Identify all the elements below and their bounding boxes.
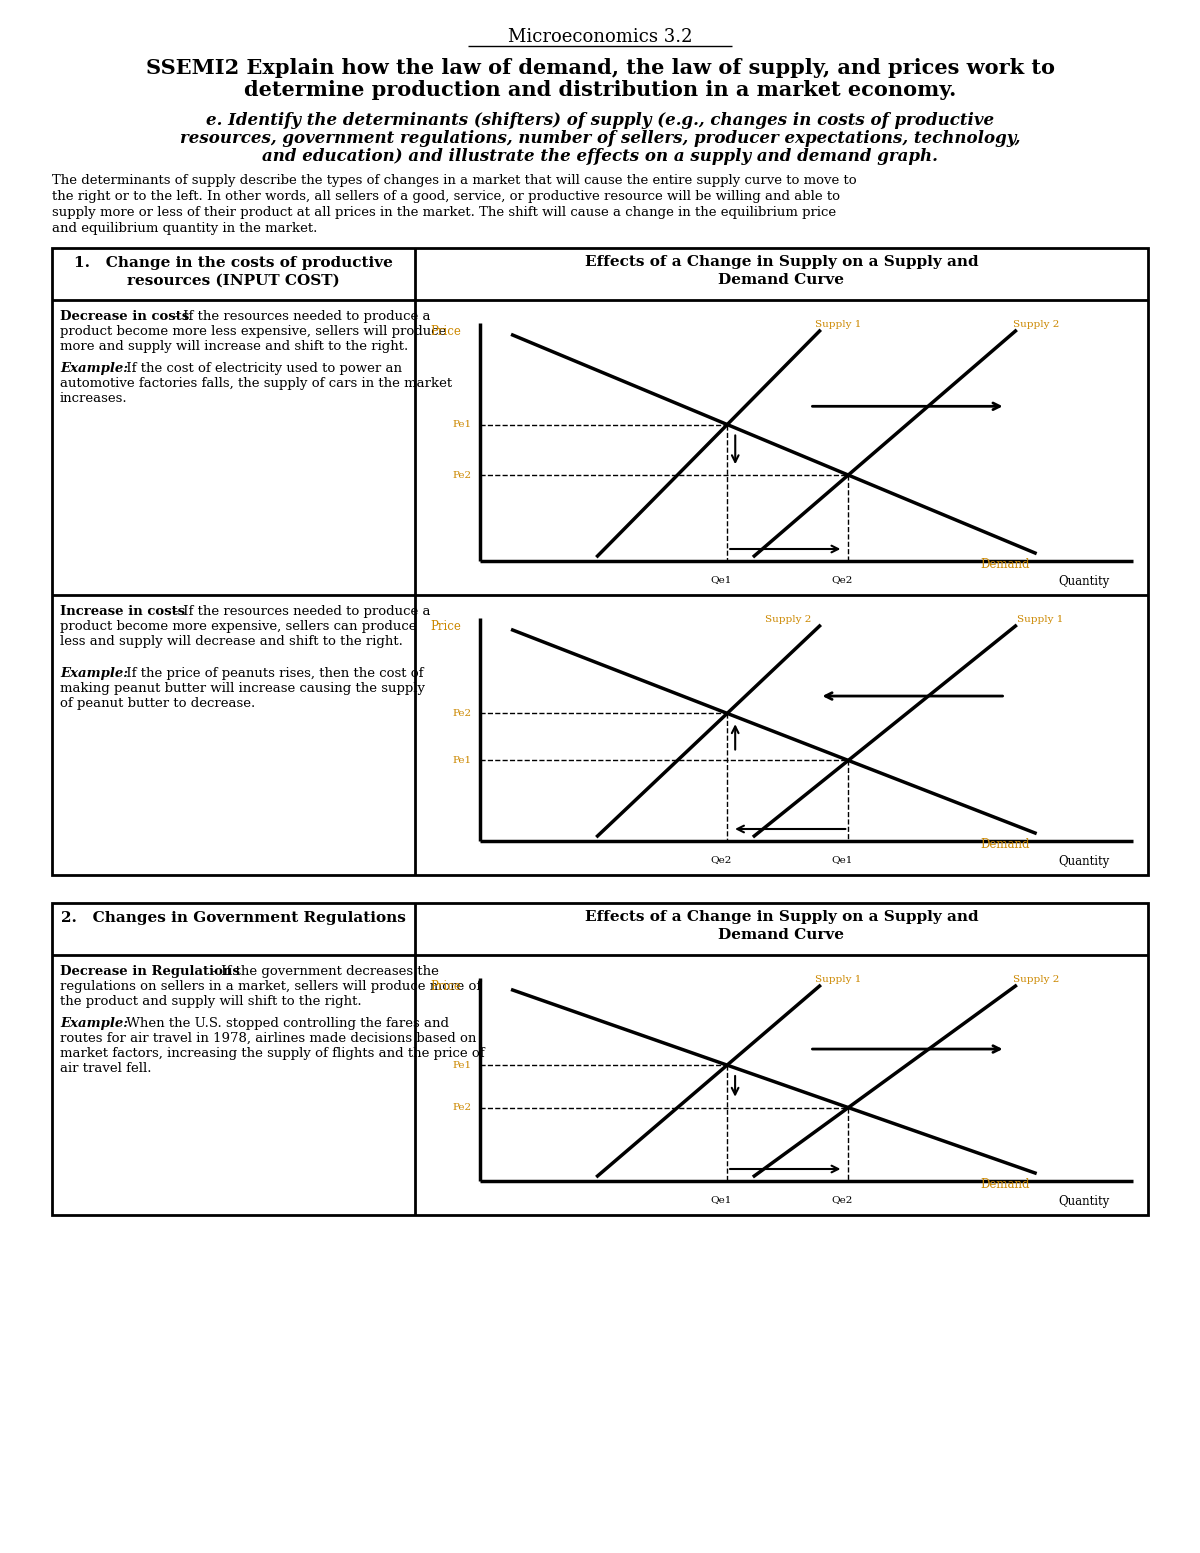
Text: Example:: Example: xyxy=(60,1017,128,1030)
Text: the product and supply will shift to the right.: the product and supply will shift to the… xyxy=(60,995,361,1008)
Text: the right or to the left. In other words, all sellers of a good, service, or pro: the right or to the left. In other words… xyxy=(52,189,840,203)
Text: Example:: Example: xyxy=(60,666,128,680)
Text: Supply 2: Supply 2 xyxy=(764,615,811,624)
Text: The determinants of supply describe the types of changes in a market that will c: The determinants of supply describe the … xyxy=(52,174,857,186)
Text: Effects of a Change in Supply on a Supply and: Effects of a Change in Supply on a Suppl… xyxy=(584,255,978,269)
Text: automotive factories falls, the supply of cars in the market: automotive factories falls, the supply o… xyxy=(60,377,452,390)
Text: – If the resources needed to produce a: – If the resources needed to produce a xyxy=(168,606,431,618)
Text: Price: Price xyxy=(430,325,461,339)
Text: and education) and illustrate the effects on a supply and demand graph.: and education) and illustrate the effect… xyxy=(262,148,938,165)
Text: Qe1: Qe1 xyxy=(832,856,853,863)
Text: Demand Curve: Demand Curve xyxy=(719,929,845,943)
Text: Demand: Demand xyxy=(980,1179,1030,1191)
Text: routes for air travel in 1978, airlines made decisions based on: routes for air travel in 1978, airlines … xyxy=(60,1033,476,1045)
Text: resources (INPUT COST): resources (INPUT COST) xyxy=(127,273,340,287)
Text: and equilibrium quantity in the market.: and equilibrium quantity in the market. xyxy=(52,222,317,235)
Text: Qe1: Qe1 xyxy=(710,575,732,584)
Text: determine production and distribution in a market economy.: determine production and distribution in… xyxy=(244,81,956,99)
Text: Decrease in costs: Decrease in costs xyxy=(60,311,190,323)
Text: air travel fell.: air travel fell. xyxy=(60,1062,151,1075)
Text: Pe2: Pe2 xyxy=(452,1103,472,1112)
Text: Qe2: Qe2 xyxy=(832,1194,853,1204)
Text: Supply 1: Supply 1 xyxy=(1018,615,1064,624)
Text: Price: Price xyxy=(430,980,461,992)
Text: Microeconomics 3.2: Microeconomics 3.2 xyxy=(508,28,692,47)
Text: Example:: Example: xyxy=(60,362,128,374)
Text: Pe1: Pe1 xyxy=(452,419,472,429)
Text: - If the government decreases the: - If the government decreases the xyxy=(208,964,439,978)
Text: If the cost of electricity used to power an: If the cost of electricity used to power… xyxy=(122,362,402,374)
Text: Demand: Demand xyxy=(980,558,1030,572)
Text: Quantity: Quantity xyxy=(1058,1194,1109,1208)
Text: SSEMI2 Explain how the law of demand, the law of supply, and prices work to: SSEMI2 Explain how the law of demand, th… xyxy=(145,57,1055,78)
Bar xyxy=(52,248,1148,874)
Text: Pe1: Pe1 xyxy=(452,756,472,766)
Text: Quantity: Quantity xyxy=(1058,856,1109,868)
Text: Price: Price xyxy=(430,620,461,634)
Text: product become more less expensive, sellers will produce: product become more less expensive, sell… xyxy=(60,325,446,339)
Text: Demand Curve: Demand Curve xyxy=(719,273,845,287)
Text: supply more or less of their product at all prices in the market. The shift will: supply more or less of their product at … xyxy=(52,207,836,219)
Text: less and supply will decrease and shift to the right.: less and supply will decrease and shift … xyxy=(60,635,403,648)
Text: Supply 1: Supply 1 xyxy=(815,320,860,329)
Text: product become more expensive, sellers can produce: product become more expensive, sellers c… xyxy=(60,620,416,634)
Text: Qe2: Qe2 xyxy=(832,575,853,584)
Text: Decrease in Regulations: Decrease in Regulations xyxy=(60,964,240,978)
Text: of peanut butter to decrease.: of peanut butter to decrease. xyxy=(60,697,256,710)
Text: Pe1: Pe1 xyxy=(452,1061,472,1070)
Text: Pe2: Pe2 xyxy=(452,708,472,717)
Text: regulations on sellers in a market, sellers will produce more of: regulations on sellers in a market, sell… xyxy=(60,980,481,992)
Text: Increase in costs: Increase in costs xyxy=(60,606,185,618)
Bar xyxy=(52,902,1148,1214)
Text: Supply 2: Supply 2 xyxy=(1014,320,1060,329)
Text: Supply 2: Supply 2 xyxy=(1014,975,1060,985)
Text: Qe2: Qe2 xyxy=(710,856,732,863)
Text: Effects of a Change in Supply on a Supply and: Effects of a Change in Supply on a Suppl… xyxy=(584,910,978,924)
Text: resources, government regulations, number of sellers, producer expectations, tec: resources, government regulations, numbe… xyxy=(180,130,1020,148)
Text: making peanut butter will increase causing the supply: making peanut butter will increase causi… xyxy=(60,682,425,696)
Text: - If the resources needed to produce a: - If the resources needed to produce a xyxy=(170,311,431,323)
Text: When the U.S. stopped controlling the fares and: When the U.S. stopped controlling the fa… xyxy=(122,1017,449,1030)
Text: e. Identify the determinants (shifters) of supply (e.g., changes in costs of pro: e. Identify the determinants (shifters) … xyxy=(206,112,994,129)
Text: Demand: Demand xyxy=(980,839,1030,851)
Text: Qe1: Qe1 xyxy=(710,1194,732,1204)
Text: Pe2: Pe2 xyxy=(452,471,472,480)
Text: Quantity: Quantity xyxy=(1058,575,1109,589)
Text: more and supply will increase and shift to the right.: more and supply will increase and shift … xyxy=(60,340,408,353)
Text: market factors, increasing the supply of flights and the price of: market factors, increasing the supply of… xyxy=(60,1047,485,1061)
Text: 2.   Changes in Government Regulations: 2. Changes in Government Regulations xyxy=(61,912,406,926)
Text: Supply 1: Supply 1 xyxy=(815,975,860,985)
Text: increases.: increases. xyxy=(60,391,127,405)
Text: 1.   Change in the costs of productive: 1. Change in the costs of productive xyxy=(74,256,392,270)
Text: If the price of peanuts rises, then the cost of: If the price of peanuts rises, then the … xyxy=(122,666,424,680)
